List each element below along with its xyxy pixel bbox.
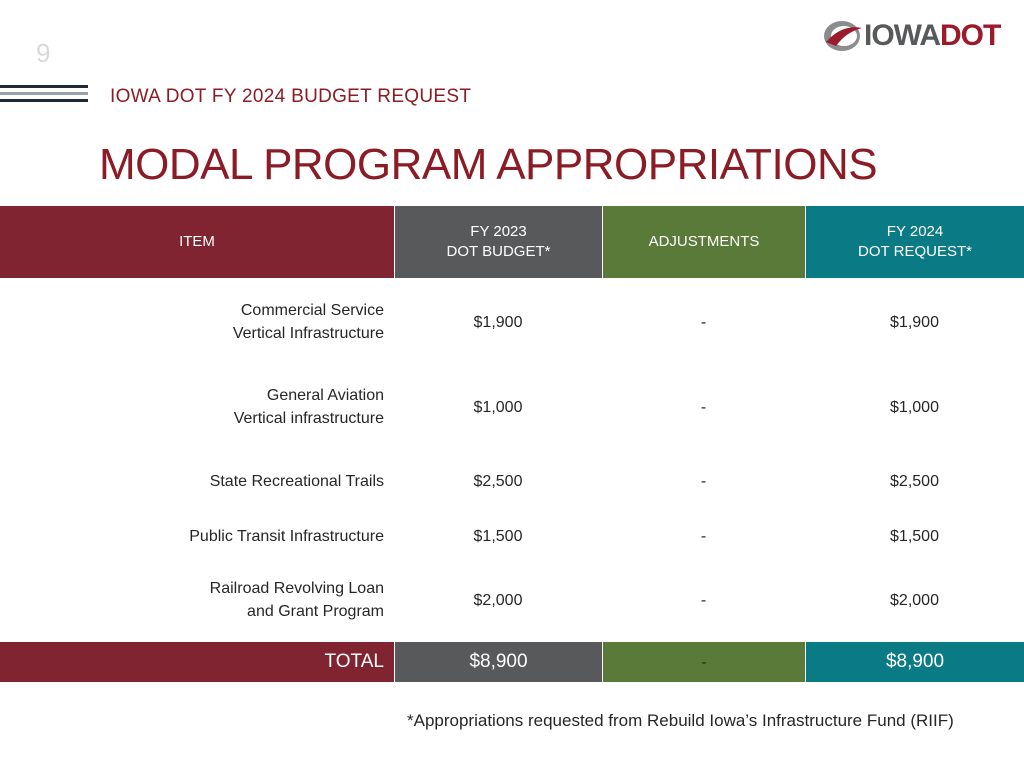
row-item-line2: Vertical infrastructure [233,410,384,427]
appropriations-table: ITEM FY 2023 DOT BUDGET* ADJUSTMENTS FY … [0,206,1024,682]
header-rules [0,85,88,106]
row-item: Public Transit Infrastructure [0,514,394,558]
row-budget: $1,900 [473,313,523,331]
row-request: $1,900 [890,313,939,331]
row-request: $2,000 [890,591,939,609]
row-adjustments: - [700,398,707,416]
rule-line [0,85,88,88]
slide-title: MODAL PROGRAM APPROPRIATIONS [99,140,878,189]
table-total-row: TOTAL $8,900 - $8,900 [0,642,1024,682]
row-item-line1: Commercial Service [240,302,384,319]
table-row: General Aviation Vertical infrastructure… [0,366,1024,448]
row-item: State Recreational Trails [0,448,394,514]
page-number: 9 [36,38,51,68]
header-adjustments-label: ADJUSTMENTS [648,233,760,250]
iowa-dot-logo: IOWA DOT [822,18,1012,54]
row-adjustments: - [700,313,707,331]
header-budget: FY 2023 DOT BUDGET* [394,206,602,278]
row-adjustments: - [700,527,707,545]
row-budget: $1,000 [473,398,523,416]
row-item-line1: Railroad Revolving Loan [209,580,384,597]
table-row: Commercial Service Vertical Infrastructu… [0,278,1024,366]
row-budget: $2,000 [473,591,523,609]
row-request: $1,500 [890,527,939,545]
table-row: Public Transit Infrastructure $1,500 - $… [0,514,1024,558]
row-request: $2,500 [890,472,939,490]
logo-text-dot: DOT [940,19,1001,52]
logo-text-iowa: IOWA [864,19,941,52]
header-budget-line2: DOT BUDGET* [446,243,551,260]
row-item: General Aviation Vertical infrastructure [0,366,394,448]
header-request-line2: DOT REQUEST* [858,243,972,260]
rule-line [0,99,88,102]
row-item-line1: Public Transit Infrastructure [189,527,384,545]
total-request: $8,900 [805,642,1024,682]
row-adjustments: - [700,472,707,490]
table-header-row: ITEM FY 2023 DOT BUDGET* ADJUSTMENTS FY … [0,206,1024,278]
header-budget-line1: FY 2023 [470,223,527,240]
table-row: Railroad Revolving Loan and Grant Progra… [0,558,1024,642]
rule-line [0,92,88,95]
row-adjustments: - [700,591,707,609]
row-item: Railroad Revolving Loan and Grant Progra… [0,558,394,642]
row-request: $1,000 [890,398,939,416]
header-request-line1: FY 2024 [886,223,944,240]
row-item-line2: Vertical Infrastructure [232,325,384,342]
row-item-line1: General Aviation [266,387,384,404]
slide-subtitle: IOWA DOT FY 2024 BUDGET REQUEST [110,86,472,107]
swoosh-icon [824,21,862,51]
table-row: State Recreational Trails $2,500 - $2,50… [0,448,1024,514]
total-label: TOTAL [0,642,394,682]
footnote: *Appropriations requested from Rebuild I… [407,711,954,730]
header-request: FY 2024 DOT REQUEST* [805,206,1024,278]
total-budget: $8,900 [394,642,602,682]
row-budget: $1,500 [473,527,523,545]
row-item: Commercial Service Vertical Infrastructu… [0,278,394,366]
total-adjustments: - [602,642,805,682]
header-adjustments: ADJUSTMENTS [602,206,805,278]
row-item-line2: and Grant Program [247,603,384,620]
header-item: ITEM [0,206,394,278]
row-item-line1: State Recreational Trails [209,472,384,490]
header-item-label: ITEM [179,233,215,250]
row-budget: $2,500 [473,472,523,490]
